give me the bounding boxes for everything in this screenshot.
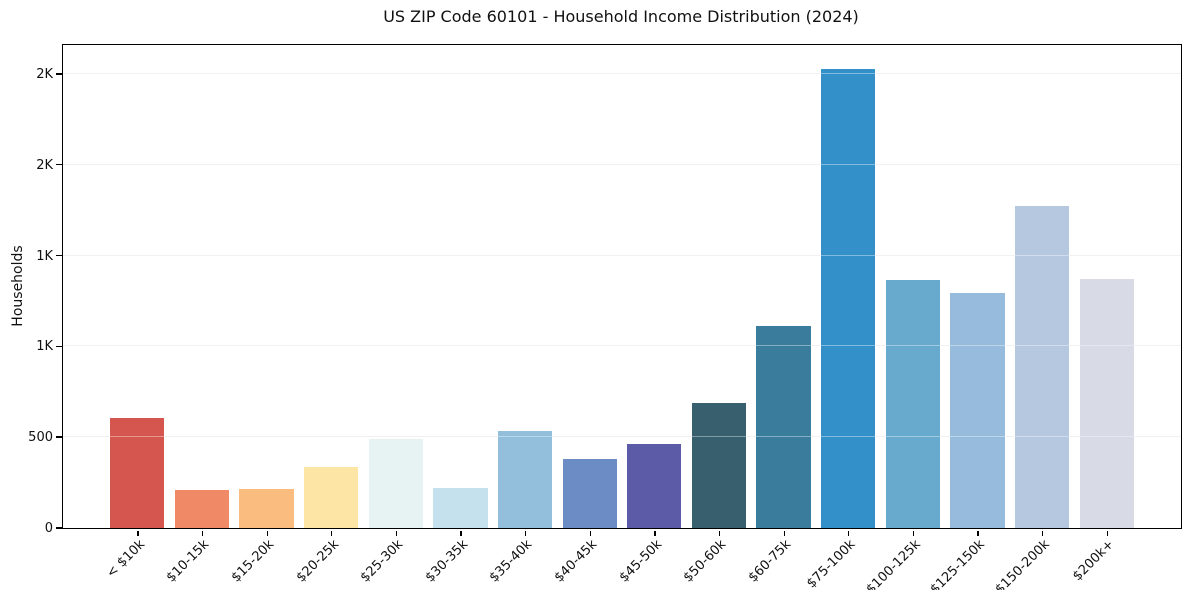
x-tick-mark bbox=[137, 530, 139, 536]
bar bbox=[110, 418, 165, 528]
bar bbox=[433, 488, 488, 528]
x-tick-mark bbox=[266, 530, 268, 536]
x-tick-label: < $10k bbox=[103, 537, 148, 582]
bars-container: < $10k $10-15k $15-20k $20-25k $25-30k $30-35… bbox=[63, 45, 1181, 590]
x-tick-mark bbox=[1106, 530, 1108, 536]
bar-slot: $20-25k bbox=[293, 45, 364, 585]
bar-slot: $200k+ bbox=[1070, 45, 1139, 584]
y-tick-label: 0 bbox=[44, 521, 53, 536]
y-tick-label: 1K bbox=[36, 339, 53, 355]
gridline bbox=[63, 436, 1181, 438]
x-tick-label: $35-40k bbox=[487, 537, 536, 586]
bar-slot: $75-100k bbox=[804, 45, 881, 590]
bar-slot: $25-30k bbox=[358, 45, 429, 585]
y-tick-mark bbox=[55, 73, 62, 75]
bar bbox=[497, 430, 553, 528]
bar-slot: $60-75k bbox=[746, 45, 816, 585]
gridline bbox=[63, 254, 1181, 256]
x-tick-mark bbox=[460, 530, 462, 536]
x-tick-label: $150-200k bbox=[992, 537, 1053, 590]
bar bbox=[174, 489, 230, 528]
bar-slot: $15-20k bbox=[229, 45, 299, 585]
x-tick-mark bbox=[395, 530, 398, 536]
gridline bbox=[63, 163, 1181, 165]
y-tick-label: 2K bbox=[36, 67, 53, 83]
x-tick-label: $30-35k bbox=[422, 537, 472, 586]
x-tick-mark bbox=[718, 530, 721, 536]
x-tick-mark bbox=[589, 530, 591, 536]
bar bbox=[627, 443, 682, 528]
x-tick-label: $200k+ bbox=[1070, 537, 1118, 585]
y-tick-mark bbox=[55, 254, 62, 257]
y-tick-label: 1K bbox=[36, 248, 53, 264]
gridline bbox=[63, 73, 1181, 75]
bar-slot: $10-15k bbox=[164, 45, 235, 585]
x-tick-label: $40-45k bbox=[551, 537, 601, 586]
plot-area: < $10k $10-15k $15-20k $20-25k $25-30k $30-35… bbox=[28, 44, 1182, 590]
bar-slot: $150-200k bbox=[992, 45, 1075, 590]
bar-slot: $35-40k bbox=[487, 45, 558, 585]
bar bbox=[756, 326, 811, 528]
x-tick-label: $75-100k bbox=[804, 537, 859, 590]
x-tick-label: $15-20k bbox=[228, 537, 278, 586]
bar bbox=[950, 292, 1005, 528]
x-tick-mark bbox=[1042, 530, 1044, 536]
x-tick-mark bbox=[783, 530, 785, 536]
y-tick-label: 2K bbox=[36, 157, 53, 173]
bar bbox=[691, 402, 747, 528]
bar bbox=[1079, 279, 1134, 528]
y-axis-label: Households bbox=[10, 245, 26, 327]
x-tick-mark bbox=[654, 530, 656, 536]
bar bbox=[239, 488, 294, 528]
bar bbox=[304, 467, 359, 528]
bar bbox=[562, 459, 617, 528]
bar-slot: $100-125k bbox=[863, 45, 946, 590]
x-tick-label: $100-125k bbox=[863, 537, 924, 590]
chart-title: US ZIP Code 60101 - Household Income Dis… bbox=[383, 7, 859, 26]
x-tick-mark bbox=[848, 530, 850, 536]
bar bbox=[821, 68, 876, 528]
gridline bbox=[63, 345, 1181, 347]
bar-slot: $50-60k bbox=[681, 45, 752, 585]
bar bbox=[368, 439, 423, 528]
bar-slot: $45-50k bbox=[616, 45, 687, 585]
x-tick-label: $25-30k bbox=[357, 537, 407, 586]
x-tick-label: $50-60k bbox=[681, 537, 730, 586]
bar-slot: $125-150k bbox=[928, 45, 1010, 590]
x-tick-mark bbox=[331, 530, 333, 536]
bar bbox=[885, 280, 940, 528]
bar-slot: $40-45k bbox=[552, 45, 622, 585]
bar-slot: < $10k bbox=[104, 45, 170, 581]
y-tick-mark bbox=[55, 436, 62, 438]
x-tick-label: $20-25k bbox=[293, 537, 342, 586]
x-tick-label: $45-50k bbox=[616, 537, 665, 586]
x-tick-mark bbox=[977, 530, 979, 536]
x-tick-label: $125-150k bbox=[927, 537, 989, 590]
x-tick-mark bbox=[912, 530, 915, 536]
y-tick-label: 500 bbox=[28, 430, 53, 446]
x-tick-mark bbox=[201, 530, 204, 536]
y-tick-mark bbox=[55, 527, 62, 529]
y-tick-mark bbox=[55, 164, 62, 166]
x-tick-label: $10-15k bbox=[164, 537, 213, 586]
x-tick-label: $60-75k bbox=[745, 537, 795, 586]
x-tick-mark bbox=[525, 530, 527, 536]
y-tick-mark bbox=[55, 345, 62, 347]
bar bbox=[1014, 205, 1070, 528]
bar-slot: $30-35k bbox=[423, 45, 493, 585]
